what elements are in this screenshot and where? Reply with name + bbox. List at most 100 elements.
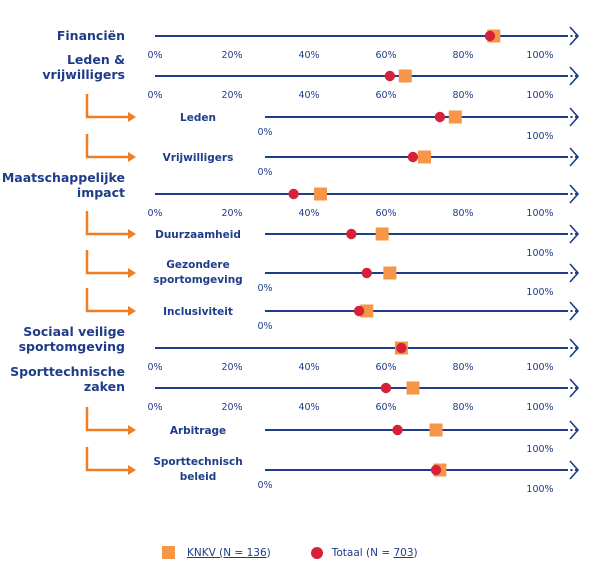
tick-label: 0% bbox=[257, 321, 272, 332]
connector-arrow-head-icon bbox=[128, 306, 136, 316]
legend-knkv-n: 136 bbox=[246, 546, 267, 559]
row-label-line: sportomgeving bbox=[153, 274, 242, 286]
row-label-line: Leden & bbox=[67, 52, 125, 67]
tick-label: 0% bbox=[257, 480, 272, 491]
connector-arrow-head-icon bbox=[128, 112, 136, 122]
knkv-marker bbox=[375, 227, 389, 241]
connector-arrow bbox=[85, 250, 128, 275]
tick-label: 0% bbox=[257, 167, 272, 178]
tick-label: 80% bbox=[452, 362, 473, 373]
totaal-marker bbox=[484, 30, 496, 42]
axis-chevron-icon bbox=[569, 184, 580, 204]
tick-label: 20% bbox=[221, 402, 242, 413]
axis-chevron-icon bbox=[569, 378, 580, 398]
connector-arrow bbox=[85, 211, 128, 236]
knkv-marker bbox=[429, 423, 443, 437]
tick-label: 100% bbox=[526, 362, 553, 373]
totaal-marker bbox=[430, 464, 442, 476]
tick-label: 0% bbox=[257, 283, 272, 294]
legend-item-knkv: KNKV (N = 136) bbox=[162, 546, 271, 559]
tick-label: 40% bbox=[298, 362, 319, 373]
totaal-marker-icon bbox=[310, 546, 323, 559]
totaal-marker bbox=[392, 424, 403, 436]
row-label: Financiën bbox=[57, 28, 125, 43]
legend-totaal-label: Totaal (N = 703) bbox=[332, 547, 418, 559]
row-label-line: beleid bbox=[180, 471, 216, 483]
tick-label: 20% bbox=[221, 90, 242, 101]
connector-arrow bbox=[85, 134, 128, 159]
tick-label: 60% bbox=[375, 362, 396, 373]
tick-label: 40% bbox=[298, 402, 319, 413]
axis-chevron-icon bbox=[569, 147, 580, 167]
row-label: Inclusiviteit bbox=[163, 306, 233, 318]
knkv-marker bbox=[418, 150, 431, 164]
tick-label: 60% bbox=[375, 402, 396, 413]
totaal-marker bbox=[407, 151, 419, 163]
row-label: Leden bbox=[180, 112, 216, 124]
totaal-marker bbox=[396, 342, 407, 354]
axis-chevron-icon bbox=[569, 263, 580, 283]
tick-label: 0% bbox=[147, 50, 162, 61]
row-label: Arbitrage bbox=[170, 425, 226, 437]
legend-knkv-suffix: ) bbox=[266, 546, 271, 559]
tick-label: 100% bbox=[526, 248, 553, 259]
knkv-marker bbox=[314, 187, 328, 201]
connector-arrow bbox=[85, 407, 128, 432]
axis-chevron-icon bbox=[569, 301, 580, 321]
legend: KNKV (N = 136) Totaal (N = 703) bbox=[162, 546, 458, 559]
tick-label: 80% bbox=[452, 402, 473, 413]
connector-arrow bbox=[85, 447, 128, 472]
connector-arrow-head-icon bbox=[128, 425, 136, 435]
row-label-line: Maatschappelijke bbox=[2, 170, 125, 185]
row-label-line: sportomgeving bbox=[19, 339, 125, 354]
axis-chevron-icon bbox=[569, 338, 580, 358]
tick-label: 100% bbox=[526, 484, 553, 495]
tick-label: 20% bbox=[221, 208, 242, 219]
tick-label: 100% bbox=[526, 50, 553, 61]
tick-label: 60% bbox=[375, 90, 396, 101]
knkv-marker-icon bbox=[162, 546, 175, 559]
row-label-line: zaken bbox=[84, 379, 125, 394]
tick-label: 80% bbox=[452, 50, 473, 61]
legend-totaal-suffix: ) bbox=[413, 546, 418, 559]
totaal-marker bbox=[353, 305, 365, 317]
connector-arrow bbox=[85, 94, 128, 119]
totaal-marker bbox=[361, 267, 372, 279]
tick-label: 100% bbox=[526, 131, 553, 142]
axis-chevron-icon bbox=[569, 224, 580, 244]
connector-arrow-head-icon bbox=[128, 152, 136, 162]
tick-label: 0% bbox=[147, 208, 162, 219]
axis-chevron-icon bbox=[569, 66, 580, 86]
tick-label: 80% bbox=[452, 90, 473, 101]
legend-totaal-n: 703 bbox=[393, 546, 414, 559]
tick-label: 40% bbox=[298, 50, 319, 61]
tick-label: 60% bbox=[375, 208, 396, 219]
axis-chevron-icon bbox=[569, 107, 580, 127]
tick-label: 100% bbox=[526, 444, 553, 455]
knkv-marker bbox=[398, 69, 412, 83]
axis-chevron-icon bbox=[569, 420, 580, 440]
connector-arrow-head-icon bbox=[128, 229, 136, 239]
legend-knkv-label: KNKV (N = 136) bbox=[187, 547, 271, 559]
tick-label: 20% bbox=[221, 50, 242, 61]
tick-label: 0% bbox=[147, 90, 162, 101]
tick-label: 100% bbox=[526, 402, 553, 413]
totaal-marker bbox=[288, 188, 299, 200]
tick-label: 40% bbox=[298, 90, 319, 101]
connector-arrow-head-icon bbox=[128, 465, 136, 475]
tick-label: 40% bbox=[298, 208, 319, 219]
connector-arrow-head-icon bbox=[128, 268, 136, 278]
tick-label: 100% bbox=[526, 208, 553, 219]
tick-label: 80% bbox=[452, 208, 473, 219]
legend-knkv-prefix: KNKV (N = bbox=[187, 546, 247, 559]
row-label: Vrijwilligers bbox=[163, 152, 234, 164]
tick-label: 20% bbox=[221, 362, 242, 373]
row-label-line: Sporttechnische bbox=[10, 364, 125, 379]
totaal-marker bbox=[346, 228, 357, 240]
tick-label: 60% bbox=[375, 50, 396, 61]
totaal-marker bbox=[384, 70, 396, 82]
row-label-line: impact bbox=[77, 185, 125, 200]
legend-totaal-prefix: Totaal (N = bbox=[331, 546, 394, 559]
totaal-marker bbox=[380, 382, 392, 394]
tick-label: 100% bbox=[526, 90, 553, 101]
